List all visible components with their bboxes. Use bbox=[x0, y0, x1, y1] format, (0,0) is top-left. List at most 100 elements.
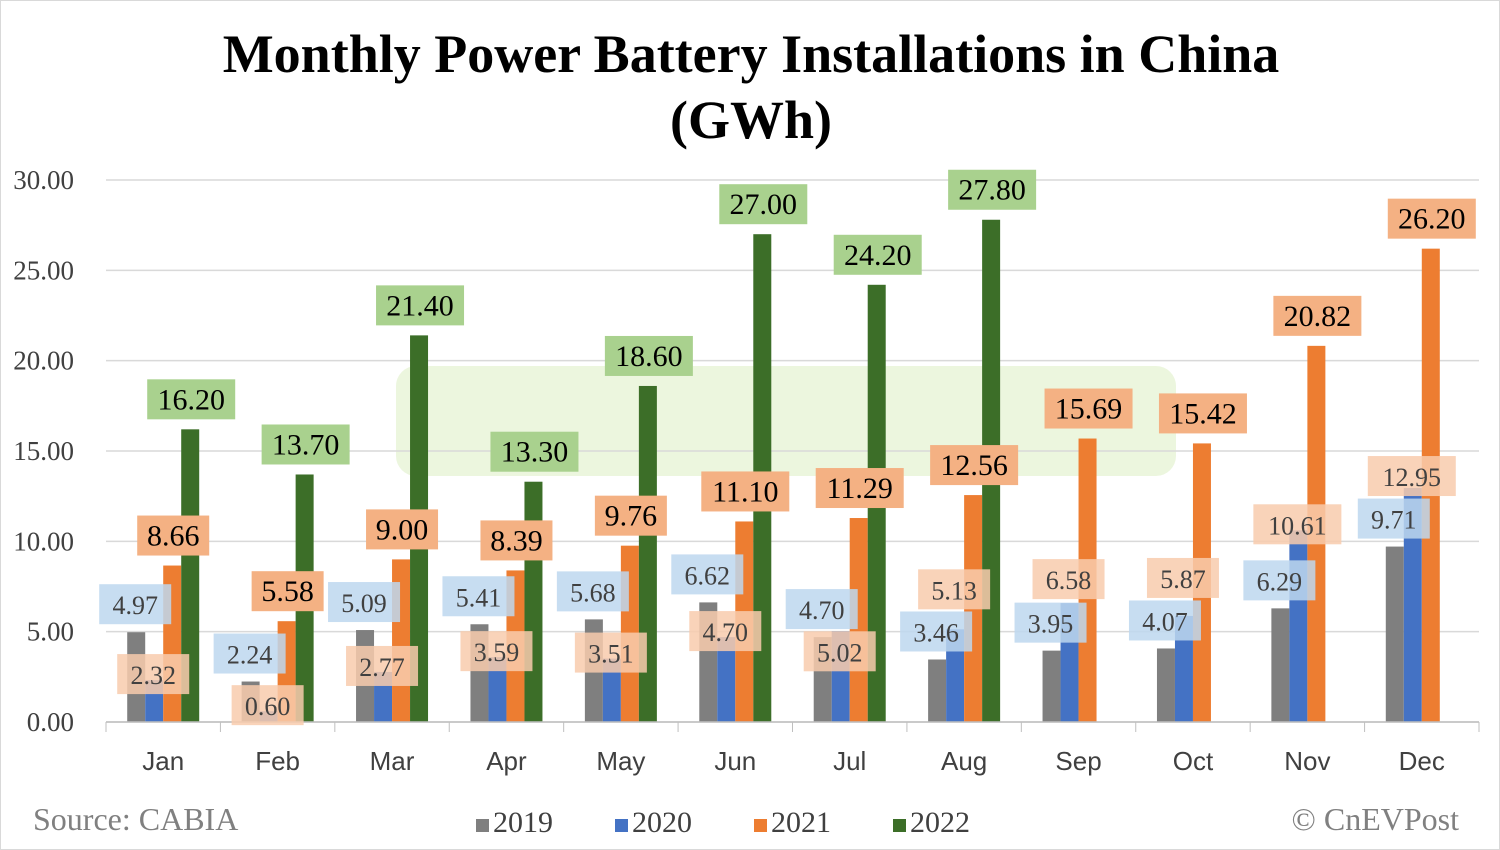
data-label-2020: 5.13 bbox=[931, 576, 977, 605]
data-label-box bbox=[671, 554, 744, 595]
bar-2020 bbox=[1289, 530, 1308, 722]
data-label-2019: 2.24 bbox=[227, 641, 273, 670]
title-line-1: Monthly Power Battery Installations in C… bbox=[222, 24, 1280, 84]
x-tick-label: Apr bbox=[486, 746, 527, 776]
data-label-box bbox=[689, 611, 762, 652]
x-tick-label: Oct bbox=[1173, 746, 1214, 776]
data-label-box bbox=[594, 495, 667, 536]
legend-item-2021: 2021 bbox=[754, 806, 831, 840]
data-label-box bbox=[1253, 504, 1342, 545]
data-label-2022: 13.70 bbox=[272, 428, 340, 461]
data-label-box bbox=[99, 584, 172, 625]
data-label-2021: 9.00 bbox=[376, 513, 429, 546]
y-tick-label: 10.00 bbox=[13, 526, 74, 556]
chart-title: Monthly Power Battery Installations in C… bbox=[1, 21, 1499, 153]
data-label-2021: 15.42 bbox=[1169, 397, 1237, 430]
legend-swatch bbox=[893, 819, 906, 832]
data-label-box bbox=[490, 431, 579, 472]
title-line-2: (GWh) bbox=[670, 90, 832, 150]
data-label-box bbox=[460, 631, 533, 672]
data-label-2021: 8.39 bbox=[490, 524, 543, 557]
data-label-box bbox=[701, 471, 790, 512]
y-tick-label: 0.00 bbox=[27, 707, 74, 737]
data-label-2019: 6.29 bbox=[1257, 567, 1303, 596]
data-label-2021: 12.56 bbox=[940, 449, 1008, 482]
data-label-box bbox=[231, 685, 304, 726]
legend-item-2020: 2020 bbox=[615, 806, 692, 840]
legend-swatch bbox=[615, 819, 628, 832]
data-label-2021: 15.69 bbox=[1055, 393, 1123, 426]
bar-2019 bbox=[1271, 608, 1290, 722]
legend-label: 2022 bbox=[910, 806, 970, 839]
y-tick-label: 15.00 bbox=[13, 436, 74, 466]
data-label-box bbox=[574, 632, 647, 673]
data-label-2020: 12.95 bbox=[1383, 463, 1442, 492]
data-label-box bbox=[604, 335, 693, 376]
bar-2020 bbox=[602, 658, 621, 722]
legend-item-2022: 2022 bbox=[893, 806, 970, 840]
data-label-2019: 3.95 bbox=[1028, 610, 1074, 639]
y-tick-label: 5.00 bbox=[27, 617, 74, 647]
x-tick-label: Mar bbox=[370, 746, 415, 776]
data-label-2020: 2.77 bbox=[359, 653, 405, 682]
data-label-2022: 16.20 bbox=[157, 383, 225, 416]
data-label-2021: 26.20 bbox=[1398, 203, 1466, 236]
data-label-2021: 20.82 bbox=[1284, 300, 1352, 333]
data-label-2021: 8.66 bbox=[147, 520, 200, 553]
data-label-2020: 10.61 bbox=[1268, 511, 1327, 540]
legend-label: 2019 bbox=[493, 806, 553, 839]
legend-swatch bbox=[754, 819, 767, 832]
data-label-2019: 4.70 bbox=[799, 596, 845, 625]
x-tick-label: Jun bbox=[714, 746, 756, 776]
bar-2022 bbox=[524, 481, 543, 722]
y-tick-label: 25.00 bbox=[13, 255, 74, 285]
legend-label: 2020 bbox=[632, 806, 692, 839]
data-label-box bbox=[900, 611, 973, 652]
y-tick-label: 30.00 bbox=[13, 165, 74, 195]
data-label-2019: 5.68 bbox=[570, 578, 616, 607]
x-tick-label: Nov bbox=[1284, 746, 1330, 776]
data-label-box bbox=[376, 285, 465, 326]
bar-2019 bbox=[1156, 648, 1175, 722]
data-label-2020: 5.02 bbox=[817, 638, 863, 667]
data-label-2020: 2.32 bbox=[130, 661, 176, 690]
data-label-box bbox=[147, 379, 236, 420]
data-label-box bbox=[948, 169, 1037, 210]
data-label-box bbox=[556, 571, 629, 612]
data-label-box bbox=[918, 569, 991, 610]
data-label-2022: 21.40 bbox=[386, 289, 454, 322]
data-label-box bbox=[930, 445, 1019, 486]
x-tick-label: Aug bbox=[941, 746, 987, 776]
bar-2019 bbox=[928, 659, 947, 722]
x-tick-label: Jul bbox=[833, 746, 866, 776]
data-label-box bbox=[346, 645, 419, 686]
data-label-box bbox=[1032, 559, 1105, 600]
data-label-2021: 5.58 bbox=[261, 575, 314, 608]
x-tick-label: Sep bbox=[1055, 746, 1101, 776]
data-label-2021: 11.29 bbox=[827, 472, 893, 505]
data-label-2021: 9.76 bbox=[605, 500, 658, 533]
data-label-box bbox=[251, 571, 324, 612]
data-label-box bbox=[137, 515, 210, 556]
x-tick-label: Feb bbox=[255, 746, 300, 776]
data-label-2019: 4.97 bbox=[112, 591, 158, 620]
data-label-2019: 5.09 bbox=[341, 589, 387, 618]
data-label-box bbox=[213, 633, 286, 674]
data-label-box bbox=[833, 234, 922, 275]
data-label-box bbox=[442, 576, 515, 617]
data-label-box bbox=[261, 424, 350, 465]
data-label-2019: 4.07 bbox=[1142, 607, 1188, 636]
x-tick-label: Jan bbox=[142, 746, 184, 776]
bar-2020 bbox=[946, 629, 965, 722]
data-label-box bbox=[803, 631, 876, 672]
copyright-note: © CnEVPost bbox=[1291, 801, 1459, 837]
data-label-box bbox=[1387, 198, 1476, 239]
legend-label: 2021 bbox=[771, 806, 831, 839]
data-label-2021: 11.10 bbox=[712, 475, 778, 508]
data-label-box bbox=[1146, 557, 1219, 598]
data-label-2022: 13.30 bbox=[501, 436, 569, 469]
data-label-box bbox=[1158, 393, 1247, 434]
data-label-2022: 27.00 bbox=[730, 188, 798, 221]
